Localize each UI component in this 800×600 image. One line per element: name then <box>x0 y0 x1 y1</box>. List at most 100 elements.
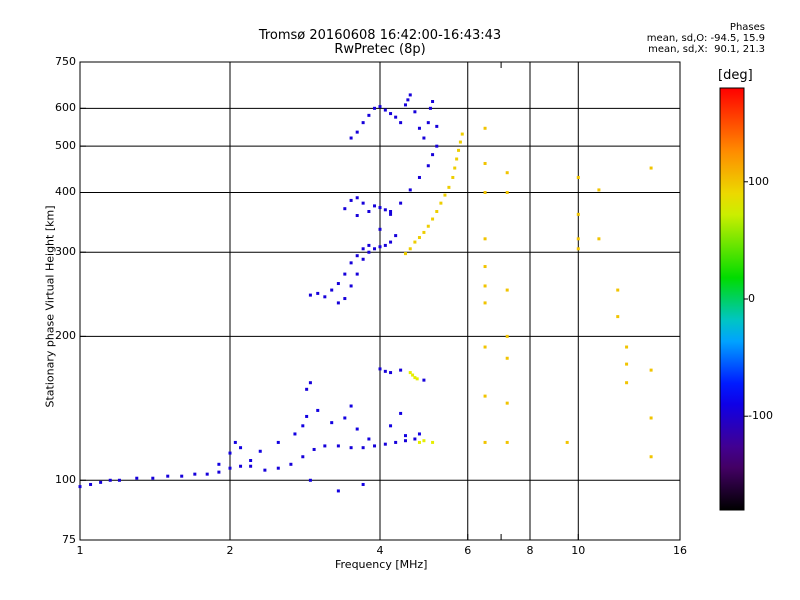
data-point <box>193 472 197 476</box>
data-point <box>378 245 382 249</box>
trace <box>343 196 393 218</box>
trace <box>349 93 439 140</box>
data-point <box>239 446 243 450</box>
data-point <box>336 444 340 448</box>
data-point <box>505 440 509 444</box>
y-axis-label: Stationary phase Virtual Height [km] <box>43 205 57 408</box>
data-point <box>378 367 382 371</box>
data-point <box>408 93 412 97</box>
data-point <box>308 293 312 297</box>
data-point <box>301 424 305 428</box>
data-point <box>505 334 509 338</box>
data-point <box>417 236 421 240</box>
data-point <box>408 188 412 192</box>
data-point <box>373 106 377 110</box>
data-point <box>576 212 580 216</box>
data-point <box>355 214 359 218</box>
y-tick-label: 100 <box>55 473 76 487</box>
data-point <box>453 166 457 170</box>
data-point <box>417 126 421 130</box>
trace <box>408 371 435 444</box>
data-point <box>305 387 309 391</box>
data-point <box>408 371 412 375</box>
x-tick-label: 16 <box>673 544 687 557</box>
x-axis-label: Frequency [MHz] <box>335 558 428 571</box>
data-point <box>336 282 340 286</box>
data-point <box>361 482 365 486</box>
y-tick-label: 75 <box>62 533 76 546</box>
data-point <box>367 210 371 214</box>
data-point <box>413 110 417 114</box>
data-point <box>483 237 487 241</box>
data-point <box>403 439 407 443</box>
data-point <box>349 446 353 450</box>
data-point <box>483 161 487 165</box>
data-point <box>349 136 353 140</box>
data-point <box>355 272 359 276</box>
data-point <box>135 476 139 480</box>
data-point <box>505 190 509 194</box>
data-point <box>316 408 320 412</box>
data-point <box>228 451 232 455</box>
data-point <box>408 247 412 251</box>
data-point <box>389 210 393 214</box>
data-point <box>89 482 93 486</box>
data-point <box>483 284 487 288</box>
data-point <box>349 404 353 408</box>
data-point <box>355 427 359 431</box>
data-point <box>483 394 487 398</box>
data-point <box>367 243 371 247</box>
data-point <box>457 148 461 152</box>
colorbar-tick-label: 100 <box>748 174 769 188</box>
data-point <box>305 414 309 418</box>
x-tick-label: 1 <box>76 544 84 557</box>
data-point <box>343 207 347 211</box>
data-point <box>649 416 653 420</box>
data-point <box>399 411 403 415</box>
data-point <box>455 157 459 161</box>
data-point <box>394 115 398 119</box>
data-point <box>483 345 487 349</box>
data-point <box>483 265 487 269</box>
data-point <box>483 301 487 305</box>
data-point <box>389 424 393 428</box>
colorbar-tick-label: 0 <box>748 292 755 305</box>
data-point <box>422 230 426 234</box>
y-tick-label: 400 <box>55 185 76 199</box>
data-point <box>505 356 509 360</box>
data-point <box>625 381 629 385</box>
data-point <box>597 188 601 192</box>
data-point <box>355 130 359 134</box>
data-point <box>378 227 382 231</box>
data-point <box>483 126 487 130</box>
x-tick-label: 6 <box>464 544 472 557</box>
data-point <box>355 254 359 258</box>
data-point <box>483 440 487 444</box>
data-point <box>239 464 243 468</box>
data-point <box>403 103 407 107</box>
y-tick-label: 750 <box>55 55 76 68</box>
data-point <box>336 301 340 305</box>
data-point <box>258 449 262 453</box>
data-point <box>361 247 365 251</box>
chart-title-line1: Tromsø 20160608 16:42:00-16:43:43 <box>258 28 502 43</box>
data-point <box>308 381 312 385</box>
data-point <box>249 458 253 462</box>
data-point <box>426 121 430 125</box>
data-point <box>505 401 509 405</box>
data-point <box>205 472 209 476</box>
data-point <box>361 121 365 125</box>
y-tick-label: 300 <box>55 245 76 259</box>
data-point <box>343 272 347 276</box>
data-point <box>108 478 112 482</box>
data-point <box>378 105 382 109</box>
data-point <box>505 288 509 292</box>
data-point <box>576 237 580 241</box>
data-point <box>649 455 653 459</box>
data-point <box>399 121 403 125</box>
data-point <box>367 113 371 117</box>
data-point <box>649 368 653 372</box>
data-point <box>422 439 426 443</box>
data-point <box>435 144 439 148</box>
